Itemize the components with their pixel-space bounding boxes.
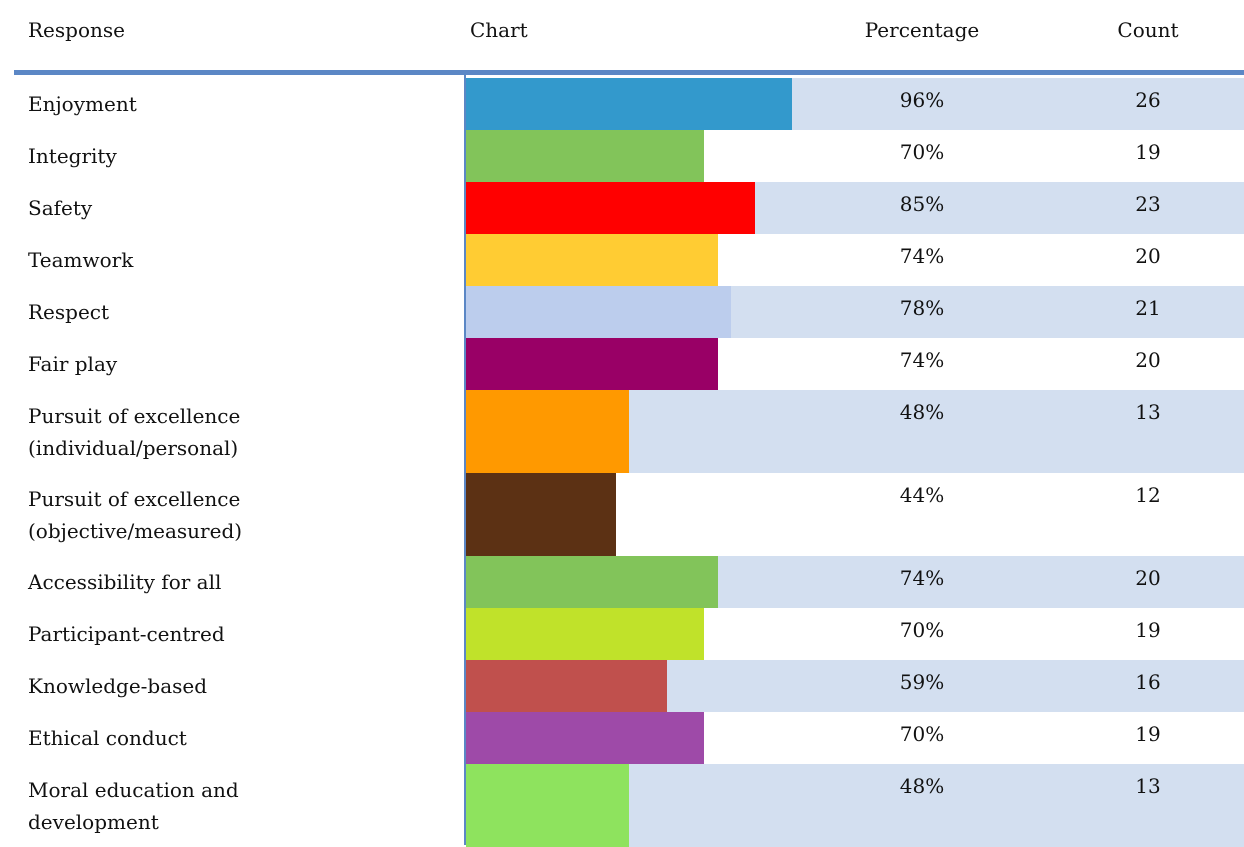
response-label: Safety — [28, 196, 93, 220]
table-row: Pursuit of excellence (individual/person… — [0, 390, 1244, 473]
count-label: 20 — [1135, 348, 1161, 372]
bar — [466, 78, 793, 130]
bar — [466, 764, 630, 847]
count-label: 19 — [1135, 140, 1161, 164]
header-rule — [14, 70, 1244, 75]
table-row: Teamwork 74% 20 — [0, 234, 1244, 286]
response-label: Integrity — [28, 144, 117, 168]
percentage-label: 74% — [899, 348, 945, 372]
percentage-label: 74% — [899, 244, 945, 268]
header-count: Count — [1117, 18, 1179, 42]
table-row: Ethical conduct 70% 19 — [0, 712, 1244, 764]
count-label: 19 — [1135, 722, 1161, 746]
percentage-label: 74% — [899, 566, 945, 590]
count-label: 23 — [1135, 192, 1161, 216]
bar — [466, 234, 718, 286]
bar — [466, 473, 616, 556]
response-label: Ethical conduct — [28, 726, 187, 750]
percentage-label: 48% — [899, 774, 945, 798]
count-label: 20 — [1135, 566, 1161, 590]
bar — [466, 556, 718, 608]
header-chart: Chart — [470, 18, 528, 42]
percentage-label: 96% — [899, 88, 945, 112]
response-label: Pursuit of excellence (individual/person… — [28, 404, 241, 460]
bar — [466, 608, 704, 660]
percentage-label: 70% — [899, 722, 945, 746]
table-row: Knowledge-based 59% 16 — [0, 660, 1244, 712]
table-row: Enjoyment 96% 26 — [0, 78, 1244, 130]
bar — [466, 286, 732, 338]
bar — [466, 660, 667, 712]
response-label: Moral education and development — [28, 778, 239, 834]
response-label: Knowledge-based — [28, 674, 208, 698]
response-label: Pursuit of excellence (objective/measure… — [28, 487, 243, 543]
table-row: Pursuit of excellence (objective/measure… — [0, 473, 1244, 556]
percentage-label: 44% — [899, 483, 945, 507]
response-label: Respect — [28, 300, 110, 324]
response-label: Participant-centred — [28, 622, 225, 646]
table-row: Accessibility for all 74% 20 — [0, 556, 1244, 608]
count-label: 21 — [1135, 296, 1161, 320]
bar — [466, 182, 755, 234]
chart-axis — [464, 75, 466, 845]
response-label: Enjoyment — [28, 92, 137, 116]
table-row: Integrity 70% 19 — [0, 130, 1244, 182]
header-percentage: Percentage — [864, 18, 980, 42]
response-label: Teamwork — [28, 248, 134, 272]
count-label: 13 — [1135, 400, 1161, 424]
count-label: 16 — [1135, 670, 1161, 694]
table-row: Respect 78% 21 — [0, 286, 1244, 338]
percentage-label: 70% — [899, 140, 945, 164]
percentage-label: 70% — [899, 618, 945, 642]
count-label: 26 — [1135, 88, 1161, 112]
header-response: Response — [28, 18, 125, 42]
percentage-label: 78% — [899, 296, 945, 320]
bar — [466, 390, 630, 473]
bar — [466, 712, 704, 764]
count-label: 19 — [1135, 618, 1161, 642]
response-label: Fair play — [28, 352, 118, 376]
response-label: Accessibility for all — [28, 570, 222, 594]
bar — [466, 130, 704, 182]
table-row: Moral education and development 48% 13 — [0, 764, 1244, 847]
bar — [466, 338, 718, 390]
table-row: Fair play 74% 20 — [0, 338, 1244, 390]
table-row: Participant-centred 70% 19 — [0, 608, 1244, 660]
table-row: Safety 85% 23 — [0, 182, 1244, 234]
percentage-label: 59% — [899, 670, 945, 694]
percentage-label: 48% — [899, 400, 945, 424]
count-label: 13 — [1135, 774, 1161, 798]
count-label: 20 — [1135, 244, 1161, 268]
percentage-label: 85% — [899, 192, 945, 216]
count-label: 12 — [1135, 483, 1161, 507]
